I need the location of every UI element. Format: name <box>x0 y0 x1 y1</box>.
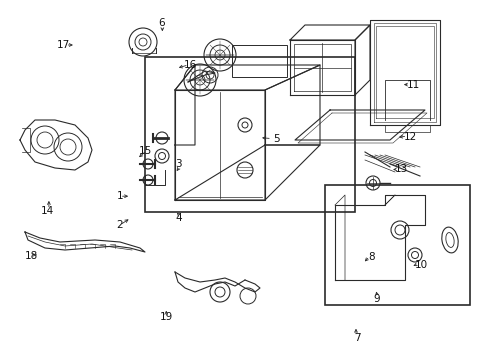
Bar <box>145 57 354 212</box>
Text: 10: 10 <box>414 260 427 270</box>
Text: 7: 7 <box>353 333 360 343</box>
Bar <box>231 45 286 77</box>
Text: 9: 9 <box>372 294 379 304</box>
Text: 6: 6 <box>158 18 164 28</box>
Text: 8: 8 <box>367 252 374 262</box>
Text: 13: 13 <box>393 164 407 174</box>
Text: 14: 14 <box>41 206 55 216</box>
Text: 3: 3 <box>175 159 182 169</box>
Text: 15: 15 <box>139 146 152 156</box>
Text: 16: 16 <box>183 60 197 70</box>
Text: 11: 11 <box>406 80 419 90</box>
Text: 12: 12 <box>403 132 417 142</box>
Text: 5: 5 <box>272 134 279 144</box>
Text: 19: 19 <box>159 312 173 322</box>
Text: 4: 4 <box>175 213 182 223</box>
Bar <box>325 185 469 305</box>
Text: 17: 17 <box>57 40 70 50</box>
Text: 2: 2 <box>116 220 123 230</box>
Text: 18: 18 <box>25 251 39 261</box>
Text: 1: 1 <box>116 191 123 201</box>
